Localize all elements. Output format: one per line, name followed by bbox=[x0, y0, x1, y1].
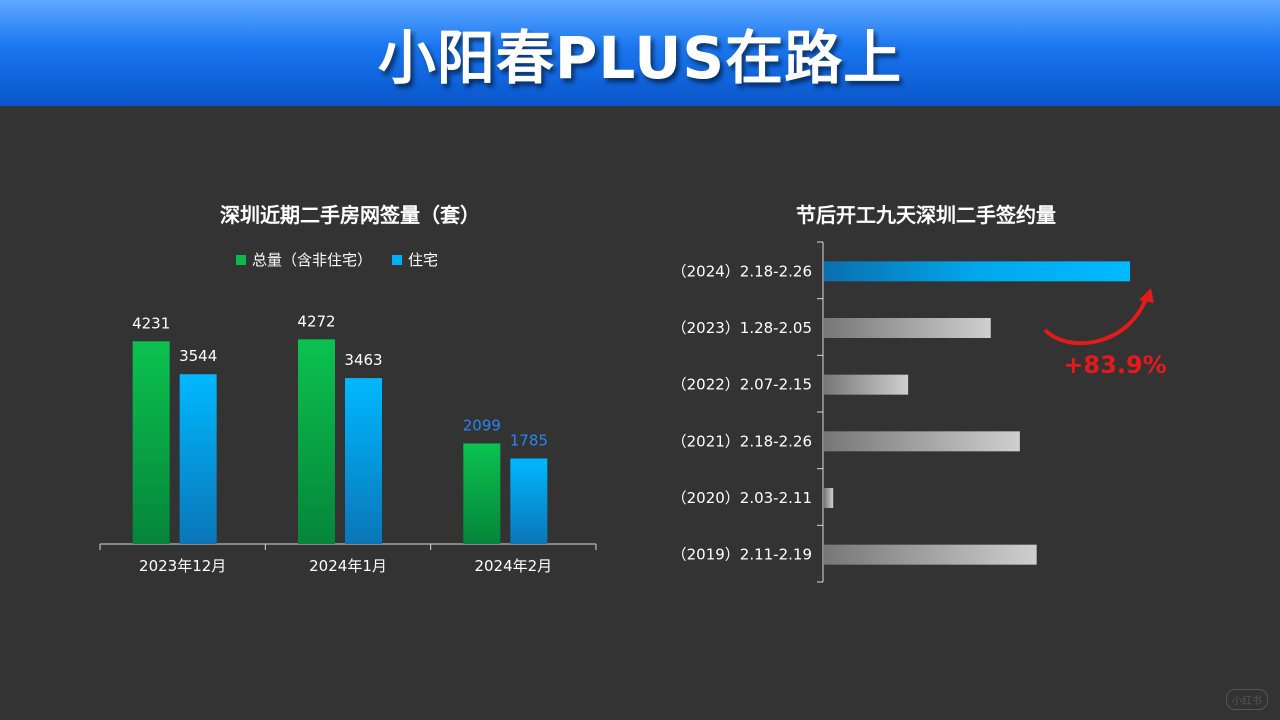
y-tick-label: （2023）1.28-2.05 bbox=[672, 319, 812, 337]
title-banner: 小阳春PLUS在路上 bbox=[0, 0, 1280, 106]
bar-value-label: 1785 bbox=[510, 431, 548, 449]
bar-value-label: 3544 bbox=[179, 347, 217, 365]
bar-residential bbox=[179, 374, 217, 544]
bar-value-label: 4272 bbox=[297, 312, 335, 330]
legend-label-total: 总量（含非住宅） bbox=[252, 251, 373, 269]
legend-item-total: 总量（含非住宅） bbox=[236, 249, 372, 270]
page-title: 小阳春PLUS在路上 bbox=[377, 24, 903, 92]
right-bar-chart: （2024）2.18-2.26 （2023）1.28-2.05 （2022）2.07… bbox=[672, 241, 1167, 583]
legend-label-residential: 住宅 bbox=[408, 251, 439, 269]
hbar bbox=[824, 318, 991, 338]
bar-residential bbox=[510, 458, 548, 544]
left-chart-title: 深圳近期二手房网签量（套） bbox=[220, 203, 480, 227]
left-bar-chart: 4231 3544 2023年12月 4272 3463 2024年1月 2099 1785 2… bbox=[99, 312, 597, 575]
y-tick-label: （2020）2.03-2.11 bbox=[672, 489, 812, 507]
hbar bbox=[824, 488, 834, 508]
growth-arrow-head bbox=[1139, 288, 1154, 303]
hbar bbox=[824, 431, 1020, 452]
x-tick-label: 2024年1月 bbox=[309, 557, 387, 575]
bar-value-label: 3463 bbox=[344, 351, 382, 369]
bar-residential bbox=[345, 378, 382, 544]
left-chart-legend: 总量（含非住宅） 住宅 bbox=[236, 249, 438, 270]
y-tick-label: （2021）2.18-2.26 bbox=[672, 432, 812, 450]
legend-swatch-green bbox=[236, 254, 246, 265]
bar-total bbox=[298, 339, 335, 544]
growth-annotation: +83.9% bbox=[1063, 351, 1166, 379]
hbar bbox=[824, 261, 1130, 282]
x-tick-label: 2024年2月 bbox=[474, 557, 552, 575]
legend-swatch-blue bbox=[392, 254, 403, 265]
watermark: 小红书 bbox=[1226, 689, 1268, 710]
bar-total bbox=[132, 341, 170, 544]
bar-value-label: 4231 bbox=[132, 314, 170, 332]
y-tick-label: （2024）2.18-2.26 bbox=[672, 262, 812, 280]
legend-item-residential: 住宅 bbox=[392, 249, 438, 270]
right-chart-title: 节后开工九天深圳二手签约量 bbox=[796, 203, 1056, 227]
growth-arrow-curve bbox=[1043, 295, 1149, 346]
x-tick-label: 2023年12月 bbox=[139, 557, 226, 575]
bar-total bbox=[463, 443, 501, 544]
hbar bbox=[824, 544, 1037, 565]
y-tick-label: （2019）2.11-2.19 bbox=[672, 546, 812, 564]
y-tick-label: （2022）2.07-2.15 bbox=[672, 376, 812, 394]
bar-value-label: 2099 bbox=[463, 416, 501, 434]
hbar bbox=[824, 374, 909, 395]
